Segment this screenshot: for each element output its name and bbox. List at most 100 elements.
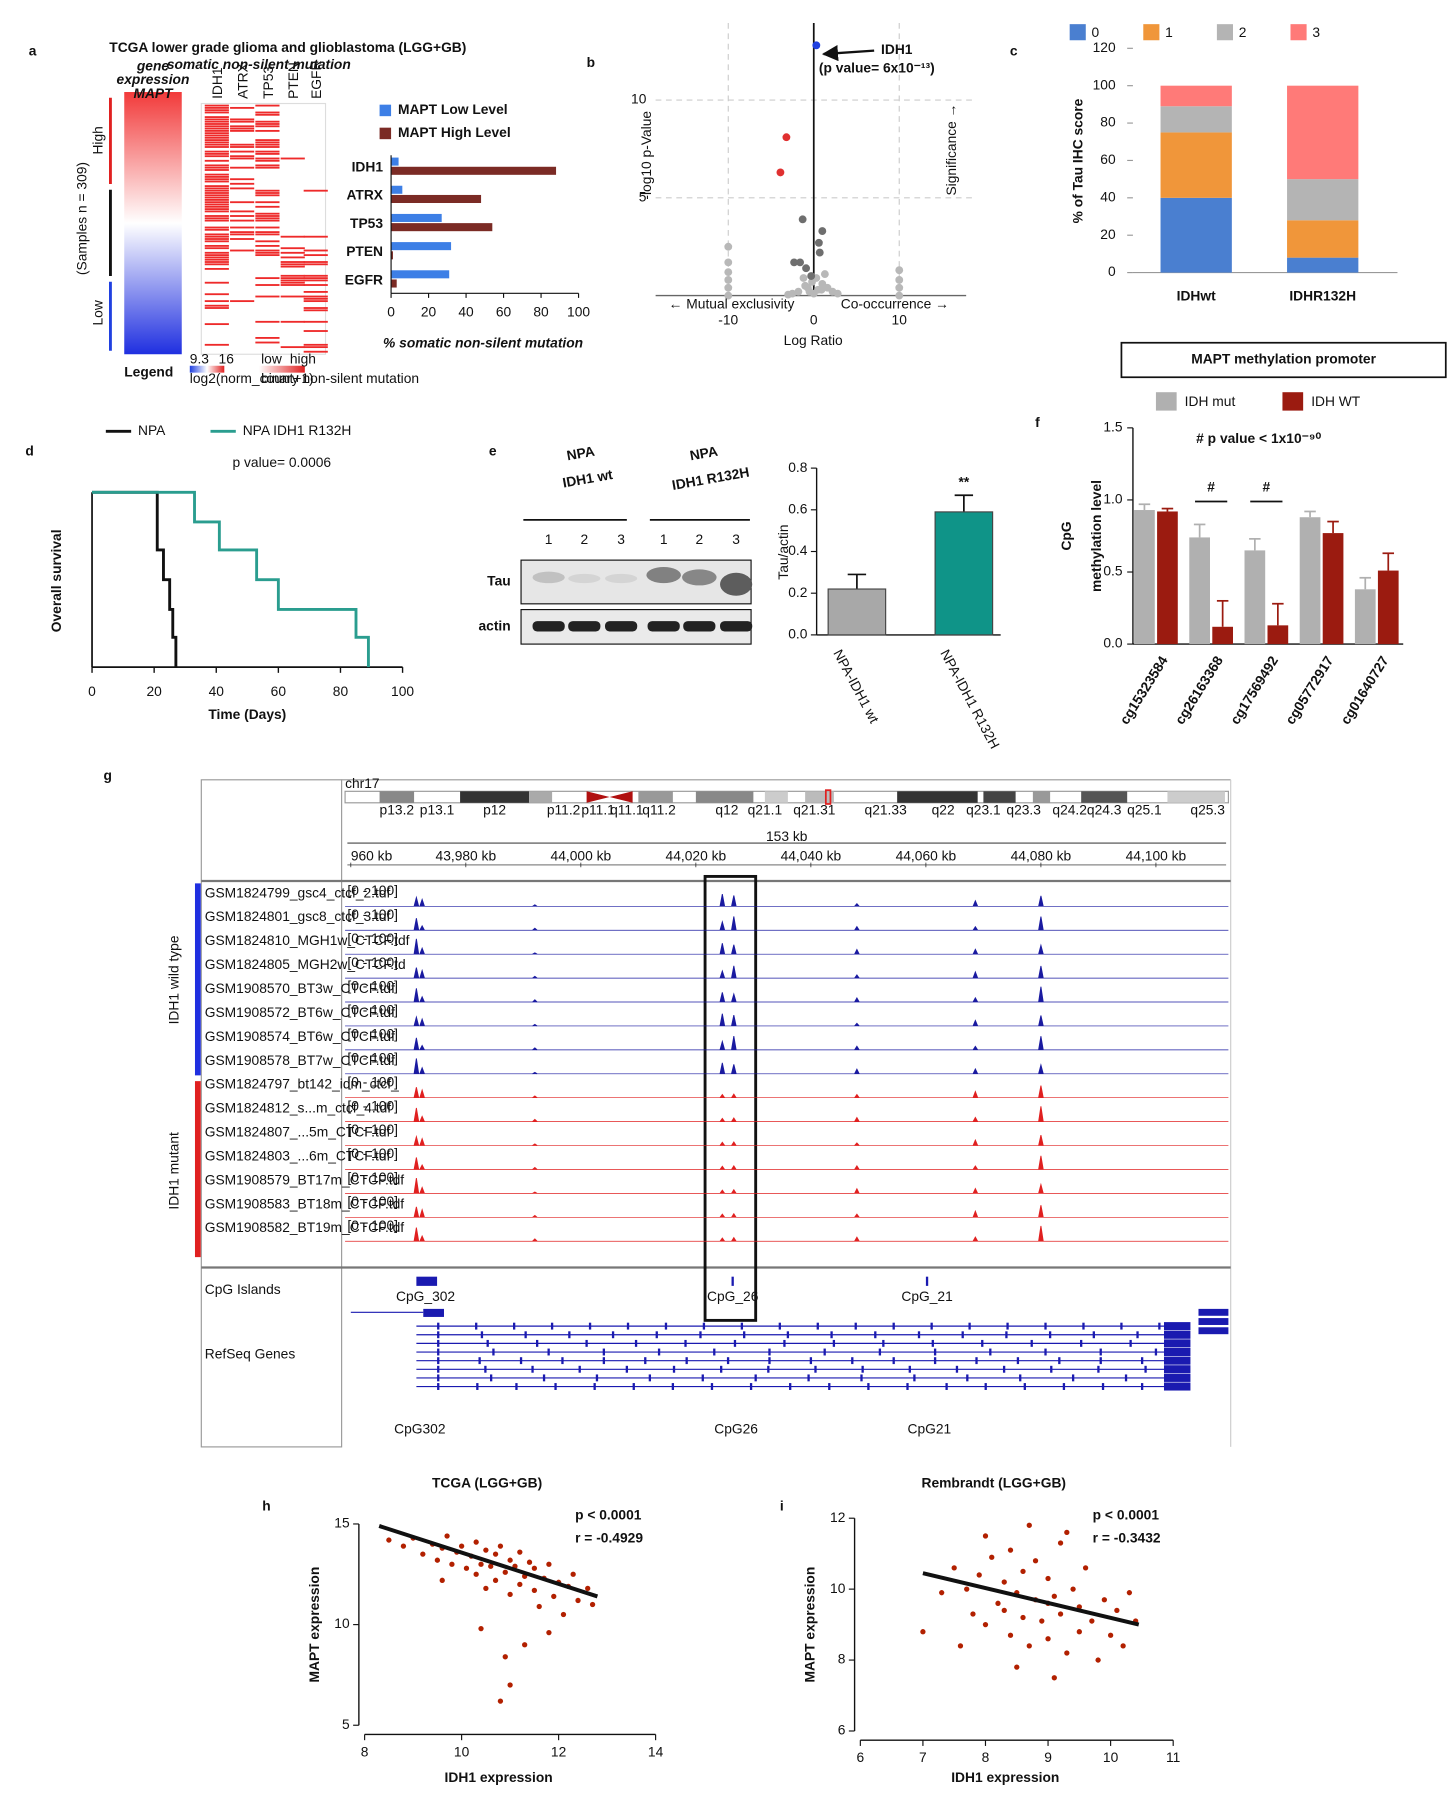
mutation-cell bbox=[255, 295, 280, 298]
centromere bbox=[586, 791, 633, 803]
legend-tick: 9.3 bbox=[190, 352, 210, 367]
track-signal bbox=[413, 916, 1044, 931]
track-signal bbox=[413, 965, 1044, 979]
marker: # bbox=[1207, 479, 1215, 494]
point bbox=[575, 1597, 581, 1604]
legend-tick: 16 bbox=[219, 352, 235, 367]
panel-letter: d bbox=[25, 444, 33, 459]
point bbox=[507, 1682, 513, 1688]
panel-letter: h bbox=[262, 1498, 270, 1513]
point bbox=[1076, 1629, 1082, 1635]
mutation-cell bbox=[204, 123, 229, 125]
mutation-cell bbox=[255, 336, 280, 339]
bar bbox=[1212, 626, 1233, 645]
mutation-cell bbox=[204, 104, 229, 107]
x-tick-label: IDHwt bbox=[1177, 288, 1216, 303]
mutation-cell bbox=[303, 320, 328, 323]
legend-tick: low bbox=[261, 352, 282, 367]
y-tick-label: 120 bbox=[1093, 40, 1116, 55]
track-range: [0 - 100] bbox=[347, 931, 398, 946]
mutation-cell bbox=[303, 249, 328, 252]
bar bbox=[391, 194, 482, 204]
band bbox=[638, 791, 673, 803]
gene-label: PTEN bbox=[286, 62, 301, 99]
band bbox=[764, 791, 788, 803]
cpg-callout: CpG302 bbox=[394, 1421, 445, 1436]
mutation-cell bbox=[230, 210, 255, 213]
y-tick-label: 10 bbox=[334, 1616, 350, 1631]
lane-label: 1 bbox=[545, 532, 553, 547]
mutation-cell bbox=[204, 217, 229, 220]
point bbox=[560, 1611, 567, 1618]
fit-line bbox=[922, 1571, 1140, 1627]
mutation-cell bbox=[204, 109, 229, 112]
gene-block bbox=[1163, 1339, 1191, 1348]
point bbox=[802, 264, 810, 273]
y-tick-label: 0.0 bbox=[1103, 636, 1123, 651]
mutation-cell bbox=[255, 217, 280, 220]
point bbox=[497, 1698, 504, 1704]
x-tick-label: 60 bbox=[496, 304, 512, 319]
point bbox=[989, 1554, 995, 1560]
bar bbox=[391, 242, 452, 251]
point bbox=[473, 1571, 479, 1577]
track-name-frame bbox=[200, 779, 343, 1448]
mutation-cell bbox=[255, 141, 280, 144]
track-name: GSM1908574_BT6w_CTCF.tdf bbox=[205, 1029, 395, 1044]
mutation-cell bbox=[303, 189, 328, 192]
point bbox=[478, 1561, 484, 1567]
legend-swatch bbox=[1290, 24, 1307, 41]
x-tick-label: 10 bbox=[892, 313, 908, 328]
point bbox=[536, 1603, 542, 1610]
gene-block bbox=[1163, 1356, 1191, 1365]
gene-label: TP53 bbox=[261, 66, 276, 99]
legend-swatch bbox=[1282, 392, 1304, 411]
mutation-cell bbox=[280, 235, 305, 238]
mutation-cell bbox=[204, 125, 229, 128]
x-tick-label: 6 bbox=[856, 1750, 864, 1765]
mutation-cell bbox=[204, 166, 229, 169]
mutation-cell bbox=[280, 265, 305, 268]
low-label: Low bbox=[91, 300, 106, 325]
track-range: [0 - 100] bbox=[347, 1146, 398, 1161]
legend-label: NPA bbox=[138, 423, 166, 438]
annotation: p < 0.0001 bbox=[575, 1508, 642, 1523]
mutation-cell bbox=[280, 279, 305, 282]
mutation-cell bbox=[303, 261, 328, 263]
mutation-cell bbox=[280, 346, 305, 349]
mutation-cell bbox=[204, 189, 229, 192]
x-axis-label: % somatic non-silent mutation bbox=[383, 336, 583, 351]
y-tick-label: 0.5 bbox=[1103, 564, 1123, 579]
x-tick-label: 7 bbox=[919, 1750, 927, 1765]
category-label: ATRX bbox=[346, 188, 383, 203]
mutation-cell bbox=[255, 166, 280, 169]
point bbox=[1001, 1579, 1007, 1585]
mutation-cell bbox=[303, 274, 328, 277]
mutation-cell bbox=[303, 346, 328, 349]
category-label: EGFR bbox=[345, 272, 383, 287]
y-tick-label: 0.2 bbox=[788, 585, 807, 600]
mutation-cell bbox=[303, 309, 328, 312]
track-range: [0 - 100] bbox=[347, 1003, 398, 1018]
mutation-cell bbox=[255, 320, 280, 323]
point bbox=[798, 215, 807, 224]
track-name: GSM1908572_BT6w_CTCF.tdf bbox=[205, 1005, 395, 1020]
mutation-cell bbox=[255, 104, 280, 107]
panel-letter: f bbox=[1035, 415, 1040, 430]
band bbox=[529, 791, 553, 803]
x-tick-label: 0 bbox=[88, 684, 96, 699]
mutation-cell bbox=[230, 231, 255, 234]
point bbox=[483, 1585, 489, 1592]
note: Co-occurrence → bbox=[841, 296, 949, 311]
mutation-cell bbox=[204, 251, 229, 254]
mutation-cell bbox=[303, 300, 328, 303]
point bbox=[492, 1551, 499, 1557]
track-name: GSM1824803_...6m_CTCF.tdf bbox=[205, 1148, 391, 1163]
mutation-cell bbox=[230, 233, 255, 236]
mutation-cell bbox=[204, 205, 229, 208]
x-tick-label: 8 bbox=[982, 1750, 990, 1765]
bar-segment bbox=[1287, 179, 1359, 221]
point bbox=[724, 242, 733, 251]
track-name: GSM1824805_MGH2w_CTCF.td bbox=[205, 957, 406, 972]
gene-block bbox=[1163, 1330, 1191, 1339]
